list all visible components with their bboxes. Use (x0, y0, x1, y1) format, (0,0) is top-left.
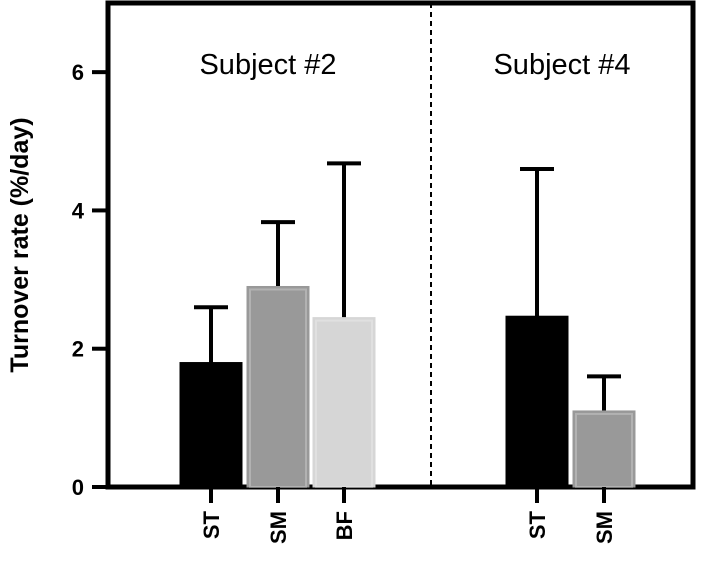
y-tick-label: 2 (72, 337, 84, 362)
x-category-label: ST (525, 510, 550, 539)
bar (572, 410, 636, 488)
y-tick-label: 0 (72, 475, 84, 500)
y-tick-label: 6 (72, 60, 84, 85)
bar (312, 317, 376, 488)
bar (179, 362, 243, 488)
plot-frame (105, 0, 696, 490)
panel-title: Subject #4 (493, 49, 630, 81)
x-category-label: ST (199, 510, 224, 539)
panel-title: Subject #2 (199, 49, 336, 81)
y-axis-label: Turnover rate (%/day) (6, 117, 34, 372)
y-tick-label: 4 (72, 198, 85, 223)
bar (246, 285, 310, 488)
x-category-label: SM (592, 511, 617, 544)
x-category-label: BF (332, 511, 357, 540)
x-category-label: SM (266, 511, 291, 544)
bar (505, 315, 569, 488)
